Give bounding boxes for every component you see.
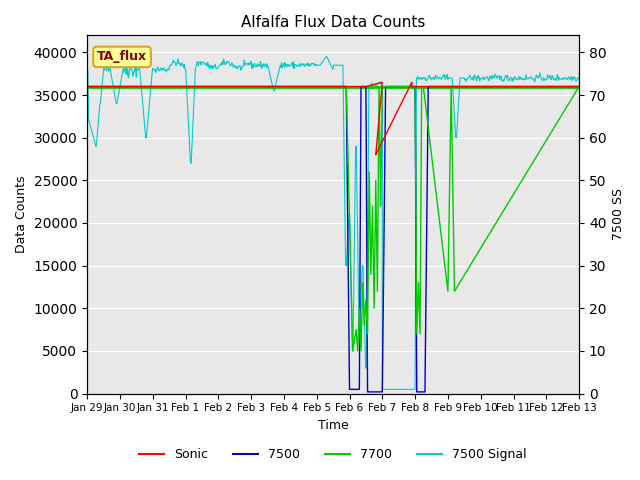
Legend: Sonic, 7500, 7700, 7500 Signal: Sonic, 7500, 7700, 7500 Signal xyxy=(134,443,532,466)
Y-axis label: 7500 SS: 7500 SS xyxy=(612,189,625,240)
Text: TA_flux: TA_flux xyxy=(97,50,147,63)
Title: Alfalfa Flux Data Counts: Alfalfa Flux Data Counts xyxy=(241,15,426,30)
Y-axis label: Data Counts: Data Counts xyxy=(15,176,28,253)
X-axis label: Time: Time xyxy=(317,419,349,432)
